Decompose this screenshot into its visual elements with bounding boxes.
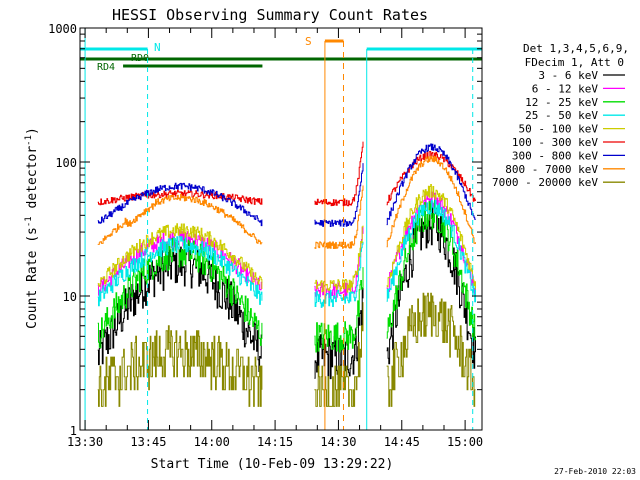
x-tick-label-5: 14:30 bbox=[320, 435, 356, 449]
x-tick-label-6: 14:45 bbox=[384, 435, 420, 449]
timestamp: 27-Feb-2010 22:03 bbox=[554, 467, 636, 476]
y-tick-label-4: 1000 bbox=[48, 22, 77, 36]
series-line-9 bbox=[97, 292, 476, 407]
y-tick-label-3: 100 bbox=[55, 156, 77, 170]
legend-label-8: 800 - 7000 keV bbox=[505, 163, 598, 176]
series-line-8 bbox=[97, 155, 476, 249]
legend-label-4: 25 - 50 keV bbox=[525, 109, 598, 122]
x-tick-label-3: 14:00 bbox=[194, 435, 230, 449]
flag-label-rd0: RD0 bbox=[131, 53, 149, 64]
legend-label-3: 12 - 25 keV bbox=[525, 96, 598, 109]
flag-label-s: S bbox=[305, 35, 312, 48]
series-line-7 bbox=[97, 143, 476, 227]
x-tick-label-1: 13:30 bbox=[67, 435, 103, 449]
legend-label-5: 50 - 100 keV bbox=[519, 123, 599, 136]
legend-label-6: 100 - 300 keV bbox=[512, 136, 598, 149]
series-line-5 bbox=[97, 184, 476, 293]
legend-header-2: FDecim 1, Att 0 bbox=[525, 56, 624, 69]
legend-label-1: 3 - 6 keV bbox=[538, 69, 598, 82]
legend-header-1: Det 1,3,4,5,6,9, bbox=[523, 42, 629, 55]
x-axis-label: Start Time (10-Feb-09 13:29:22) bbox=[151, 457, 394, 472]
flag-label-rd4: RD4 bbox=[97, 62, 115, 73]
y-tick-label-1: 1 bbox=[70, 424, 77, 438]
legend: Det 1,3,4,5,6,9, FDecim 1, Att 0 3 - 6 k… bbox=[492, 42, 629, 189]
legend-label-9: 7000 - 20000 keV bbox=[492, 176, 598, 189]
plot-area: N S RD0 RD4 bbox=[80, 28, 482, 430]
series-line-4 bbox=[97, 199, 476, 308]
axes: 1 10 100 1000 13:30 13:45 14:00 14:15 14:30 14:45… bbox=[48, 22, 483, 449]
plot-frame bbox=[79, 27, 483, 431]
legend-label-2: 6 - 12 keV bbox=[532, 82, 599, 95]
y-tick-label-2: 10 bbox=[63, 290, 77, 304]
x-tick-label-7: 15:00 bbox=[447, 435, 483, 449]
x-tick-label-4: 14:15 bbox=[257, 435, 293, 449]
chart-title: HESSI Observing Summary Count Rates bbox=[112, 6, 428, 24]
x-tick-label-2: 13:45 bbox=[130, 435, 166, 449]
legend-label-7: 300 - 800 keV bbox=[512, 149, 598, 162]
y-axis-label: Count Rate (s-1 detector-1) bbox=[24, 127, 40, 329]
flag-label-n: N bbox=[154, 41, 161, 54]
